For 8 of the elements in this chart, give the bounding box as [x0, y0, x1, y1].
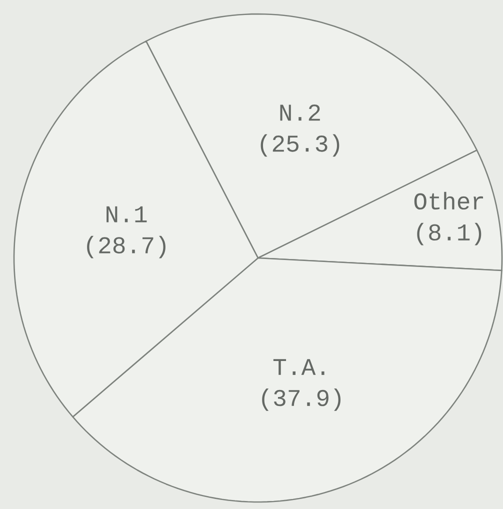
data-label: (28.7)	[87, 236, 166, 258]
slice-label: T.A.	[273, 359, 324, 375]
data-label: (25.3)	[260, 134, 340, 157]
slice-label: N.1	[106, 206, 147, 222]
data-label: (37.9)	[262, 388, 340, 411]
slice-label: N.2	[280, 104, 320, 121]
slice-label: Other	[414, 192, 484, 210]
data-label: (8.1)	[417, 222, 482, 246]
